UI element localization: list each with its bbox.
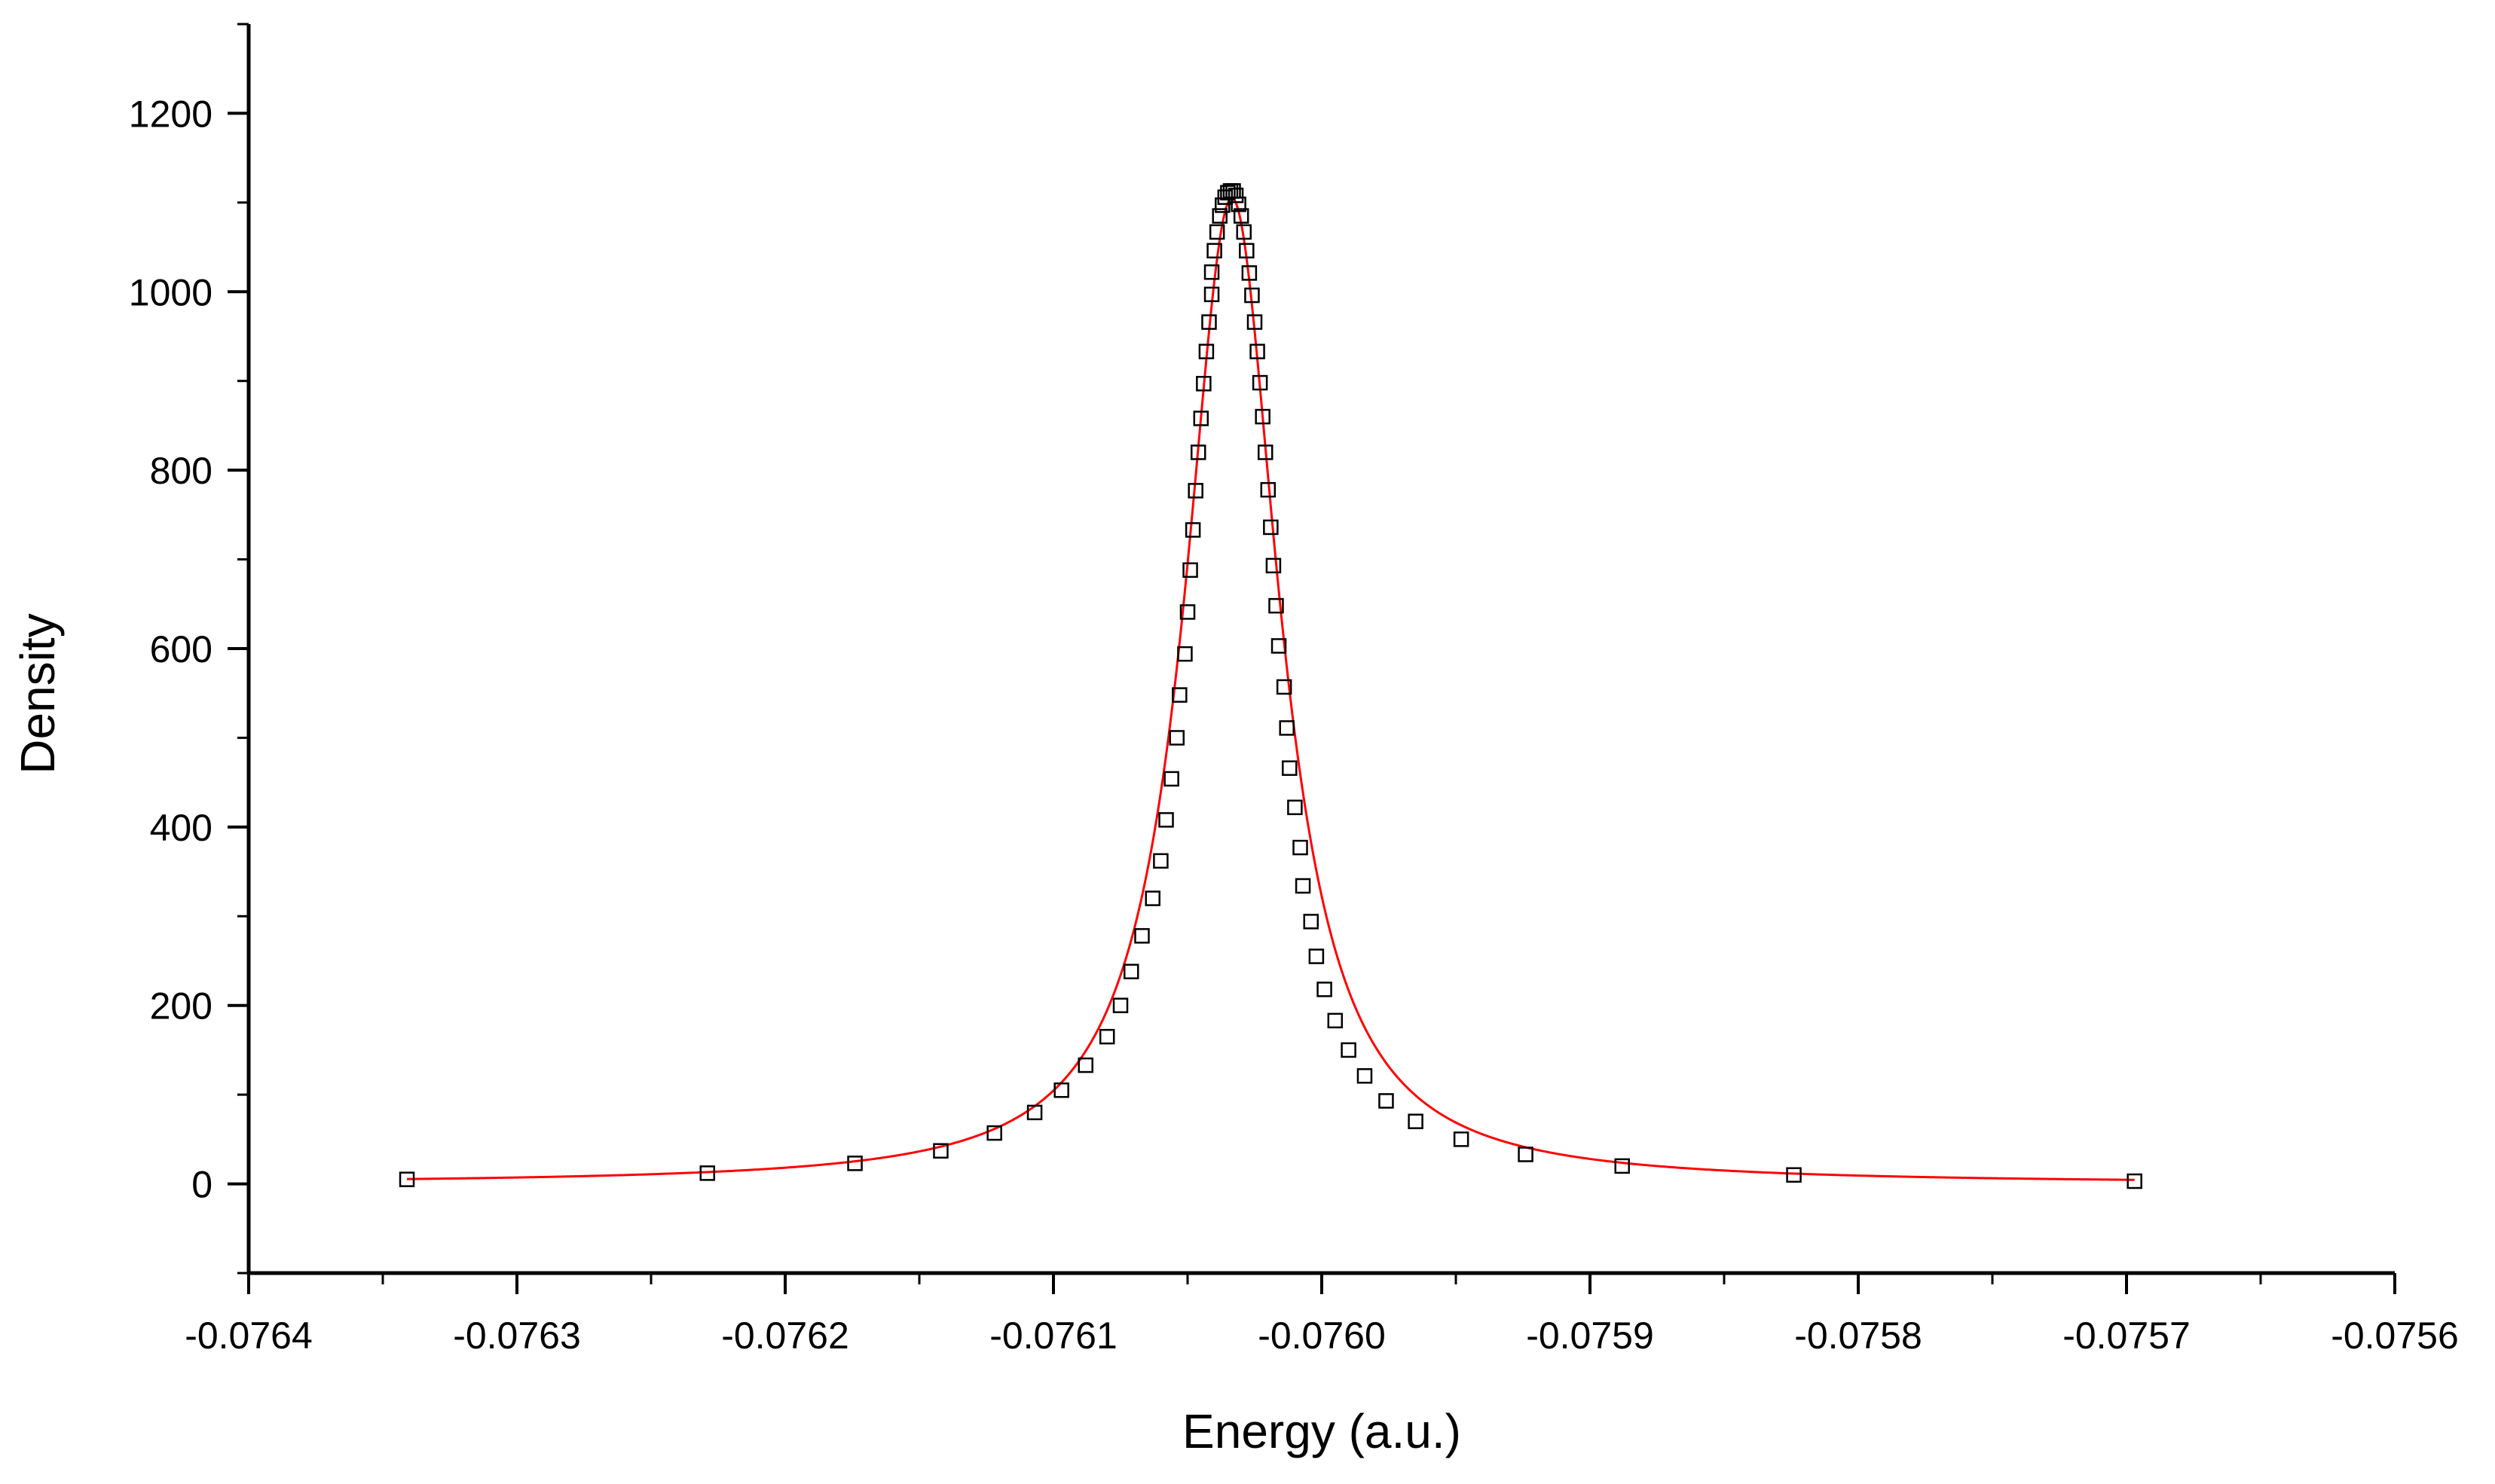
data-point: [1158, 812, 1174, 828]
x-tick-label: -0.0756: [2331, 1315, 2459, 1357]
data-point: [1292, 839, 1308, 856]
data-point: [1201, 314, 1217, 330]
data-point: [1246, 314, 1263, 330]
data-point: [1252, 374, 1268, 391]
data-point: [1270, 638, 1287, 654]
y-tick-label: 1000: [129, 271, 213, 313]
data-point: [1215, 197, 1231, 213]
data-point: [1614, 1158, 1630, 1174]
data-point: [1203, 264, 1220, 280]
data-point: [1153, 853, 1169, 869]
data-point: [1185, 522, 1201, 538]
data-point: [1282, 760, 1298, 776]
data-point: [1268, 597, 1284, 614]
data-point: [1265, 557, 1282, 574]
data-point: [1196, 376, 1212, 392]
data-point: [1786, 1167, 1802, 1183]
fit-curve-line: [407, 197, 2135, 1181]
data-point: [1303, 914, 1319, 930]
y-tick-label: 600: [150, 628, 213, 670]
data-point: [1239, 243, 1255, 259]
x-axis: -0.0764 -0.0763 -0.0762 -0.0761 -0.0760 -0.07…: [185, 1271, 2459, 1357]
y-tick-label: 0: [191, 1164, 213, 1206]
data-point: [699, 1165, 716, 1181]
y-axis: 0 200 400 600 800 1000 1200: [129, 23, 251, 1275]
data-point: [1295, 878, 1311, 894]
data-point: [1453, 1131, 1469, 1147]
data-point: [1308, 948, 1325, 964]
x-tick-label: -0.0762: [721, 1315, 849, 1357]
data-point: [1518, 1147, 1533, 1162]
data-point: [1257, 444, 1273, 460]
data-point: [1233, 208, 1249, 224]
x-tick-label: -0.0758: [1794, 1315, 1922, 1357]
data-point: [1228, 188, 1244, 203]
y-tick-label: 400: [150, 807, 213, 849]
data-point: [1327, 1012, 1344, 1029]
data-point: [1241, 265, 1258, 281]
data-point: [1287, 799, 1303, 816]
data-point: [1123, 963, 1139, 979]
data-point: [1263, 519, 1279, 536]
data-point: [1209, 224, 1225, 240]
data-point: [2127, 1173, 2142, 1189]
y-tick-label: 1200: [129, 93, 213, 135]
x-tick-label: -0.0761: [989, 1315, 1118, 1357]
data-point: [1236, 224, 1252, 240]
data-point: [1249, 344, 1265, 359]
data-point: [1163, 771, 1179, 787]
data-point: [1026, 1104, 1043, 1121]
data-point: [1279, 720, 1295, 736]
data-point: [1212, 208, 1228, 224]
data-point: [1255, 408, 1270, 425]
data-point: [1231, 196, 1246, 212]
data-point: [1172, 687, 1188, 703]
x-tick-label: -0.0764: [185, 1315, 313, 1357]
x-tick-label: -0.0760: [1258, 1315, 1386, 1357]
data-point: [399, 1171, 415, 1187]
data-point: [1177, 646, 1193, 662]
data-point: [1145, 890, 1160, 906]
x-axis-title: Energy (a.u.): [1182, 1404, 1461, 1458]
y-tick-label: 800: [150, 450, 213, 492]
data-point: [1206, 243, 1222, 259]
data-markers-layer: [399, 183, 2142, 1189]
data-point: [1378, 1093, 1394, 1109]
data-point: [1112, 997, 1129, 1013]
data-point: [1134, 928, 1150, 944]
data-point: [1053, 1082, 1069, 1098]
fit-curve-layer: [407, 197, 2135, 1181]
data-point: [1169, 730, 1185, 746]
x-tick-label: -0.0757: [2062, 1315, 2191, 1357]
data-point: [1408, 1113, 1423, 1129]
data-point: [1099, 1028, 1115, 1045]
data-point: [1078, 1057, 1093, 1073]
data-point: [1179, 604, 1196, 620]
plot-area: [399, 183, 2142, 1189]
data-point: [1198, 344, 1215, 359]
data-point: [1341, 1042, 1356, 1058]
data-point: [847, 1156, 863, 1171]
data-point: [1190, 444, 1206, 460]
data-point: [1188, 483, 1203, 499]
data-point: [1316, 982, 1332, 997]
x-ticks: -0.0764 -0.0763 -0.0762 -0.0761 -0.0760 -0.07…: [185, 1273, 2459, 1357]
x-tick-label: -0.0759: [1526, 1315, 1654, 1357]
data-point: [1203, 286, 1220, 303]
data-point: [1276, 679, 1292, 695]
data-point: [1356, 1068, 1373, 1084]
data-point: [1244, 287, 1260, 304]
data-point: [1220, 185, 1236, 201]
y-axis-title: Density: [11, 613, 65, 774]
y-tick-label: 200: [150, 985, 213, 1028]
x-tick-label: -0.0763: [453, 1315, 581, 1357]
y-ticks: 0 200 400 600 800 1000 1200: [129, 23, 249, 1275]
data-point: [986, 1125, 1002, 1141]
data-point: [1260, 481, 1277, 498]
data-point: [933, 1143, 949, 1159]
data-point: [1182, 562, 1198, 579]
data-point: [1193, 411, 1209, 426]
